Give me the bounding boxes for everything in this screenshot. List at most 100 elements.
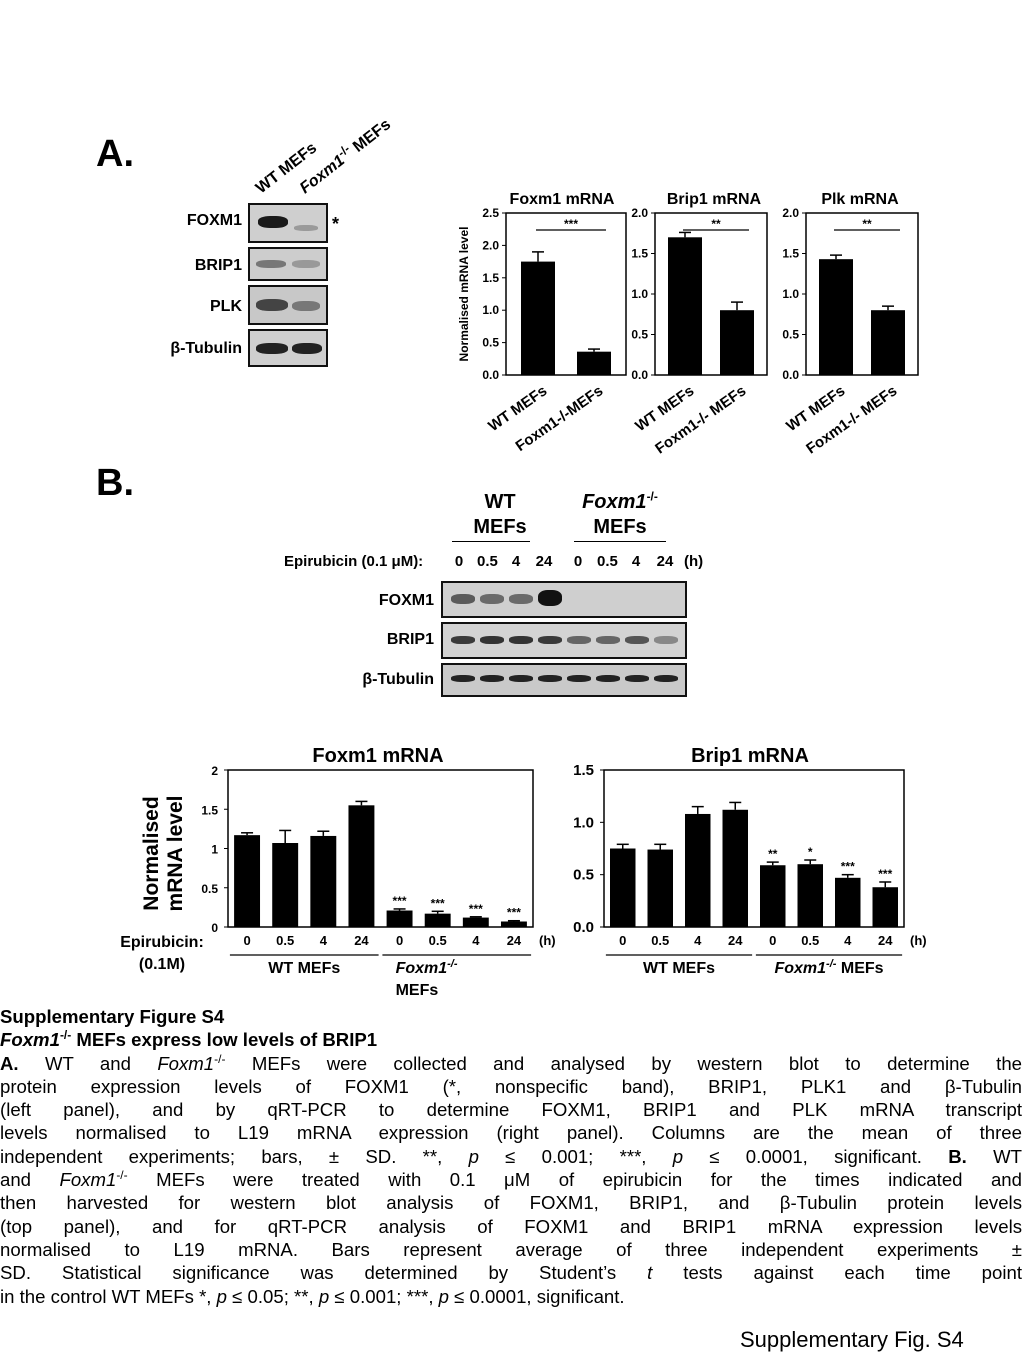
y-tick-label: 0.5 [782,328,799,342]
caption-line: levels normalised to L19 mRNA expression… [0,1122,1022,1144]
caption-title: Supplementary Figure S4 [0,1006,225,1027]
x-tick-label: 24 [507,933,522,948]
bar [577,351,611,375]
blot-a-label-plk: PLK [210,298,242,315]
bar [819,259,853,375]
timepoint-label: 24 [535,553,553,570]
x-axis-label: Epirubicin: [120,934,204,951]
x-tick-label: 24 [878,933,893,948]
x-tick-label: 0 [396,933,403,948]
blot-b-label-foxm1: FOXM1 [378,592,434,609]
blot-a-label-foxm1: FOXM1 [186,212,242,229]
x-tick-label: 0 [243,933,250,948]
chart-title: Foxm1 mRNA [510,191,615,208]
plot-frame [603,769,905,928]
y-tick-label: 0.5 [631,328,648,342]
significance-label: *** [431,896,445,910]
significance-label: *** [507,906,521,920]
blot-a-tubulin [248,329,328,367]
bar [272,843,299,927]
y-tick-label: 1.5 [573,762,594,779]
caption-line: (left panel), and by qRT-PCR to determin… [0,1099,1022,1121]
x-axis-label: (0.1M) [139,956,185,973]
timepoint-label: 24 [656,553,674,570]
y-axis-label: Normalised [140,796,163,910]
time-unit: (h) [684,553,704,570]
x-tick-label: 0.5 [276,933,294,948]
y-axis-label: mRNA level [164,796,187,912]
blot-a-label-tubulin: β-Tubulin [170,340,242,357]
y-tick-label: 1.5 [201,803,218,817]
bar [424,913,451,927]
y-tick-label: 2.0 [482,238,499,252]
time-unit: (h) [539,933,556,948]
blot-b-brip1 [441,622,687,659]
x-tick-label: 0.5 [651,933,669,948]
chart-b-foxm1: Foxm1 mRNA 0 0.5 1 1.5 2 Normalised mRNA level 0… [120,745,555,999]
x-tick-label: 4 [472,933,480,948]
x-tick-label: 4 [320,933,328,948]
chart-a-foxm1: Foxm1 mRNA 0.0 0.5 1.0 1.5 2.0 2.5 Normalised m… [457,191,627,455]
blot-a-foxm1 [248,203,328,243]
blot-b-tubulin [441,663,687,697]
timepoint-label: 0 [573,553,583,570]
y-tick-label: 0.0 [631,368,648,382]
bar [234,835,261,927]
treatment-label: Epirubicin (0.1 μM): [284,553,424,570]
blot-b-label-tubulin: β-Tubulin [362,671,434,688]
y-tick-label: 2.0 [782,206,799,220]
blot-a-plk [248,285,328,325]
y-tick-label: 1.5 [782,247,799,261]
group-line-ko [574,541,666,542]
bar [797,864,823,927]
significance-label: *** [469,902,483,916]
x-tick-label: 24 [354,933,369,948]
chart-title: Brip1 mRNA [691,745,809,767]
y-tick-label: 1.0 [782,287,799,301]
y-tick-label: 1.5 [631,247,648,261]
blot-a-label-brip1: BRIP1 [194,257,242,274]
x-tick-label: 0 [769,933,776,948]
bar [760,865,786,927]
x-tick-label: 4 [844,933,852,948]
y-tick-label: 2.5 [482,206,499,220]
timepoint-label: 0.5 [597,553,618,570]
panel-a-charts: Foxm1 mRNA 0.0 0.5 1.0 1.5 2.0 2.5 Normalised m… [457,191,919,457]
x-tick-label: 4 [694,933,702,948]
panel-b-letter: B. [96,462,134,504]
y-tick-label: 1.0 [573,814,594,831]
bar [500,921,527,927]
caption-line: SD. Statistical significance was determi… [0,1262,1022,1284]
caption-subtitle: Foxm1-/- MEFs express low levels of BRIP… [0,1028,378,1051]
caption-line: normalised to L19 mRNA. Bars represent a… [0,1238,1022,1260]
group-label-wt: WT MEFs [643,960,715,977]
y-tick-label: 0.0 [573,919,594,936]
timepoint-label: 4 [511,553,521,570]
group-label-ko: Foxm1-/- MEFs [774,958,883,977]
y-tick-label: 1 [211,843,218,857]
bar [720,310,754,375]
group-label-ko-line2: MEFs [396,982,439,999]
panel-a-letter: A. [96,133,134,175]
bar [462,917,489,927]
bar [647,849,673,927]
blot-a-brip1 [248,247,328,281]
bar [521,261,555,375]
y-tick-label: 0.5 [482,336,499,350]
y-tick-label: 1.5 [482,271,499,285]
significance-label: *** [564,217,578,231]
blot-b-foxm1 [441,581,687,618]
group-label-ko: Foxm1-/- [396,958,458,977]
plot-frame [505,212,627,376]
caption-line: then harvested for western blot analysis… [0,1192,1022,1214]
x-tick-label: Foxm1-/- MEFs [803,382,900,457]
timepoint-row: 0 0.5 4 24 0 0.5 4 24 (h) [440,553,710,573]
y-tick-label: 1.0 [631,287,648,301]
bar [872,887,898,927]
y-tick-label: 0 [211,921,218,935]
significance-label: ** [711,217,721,231]
x-tick-label: 0 [619,933,626,948]
y-tick-label: 0.5 [573,867,594,884]
bar [610,848,636,927]
